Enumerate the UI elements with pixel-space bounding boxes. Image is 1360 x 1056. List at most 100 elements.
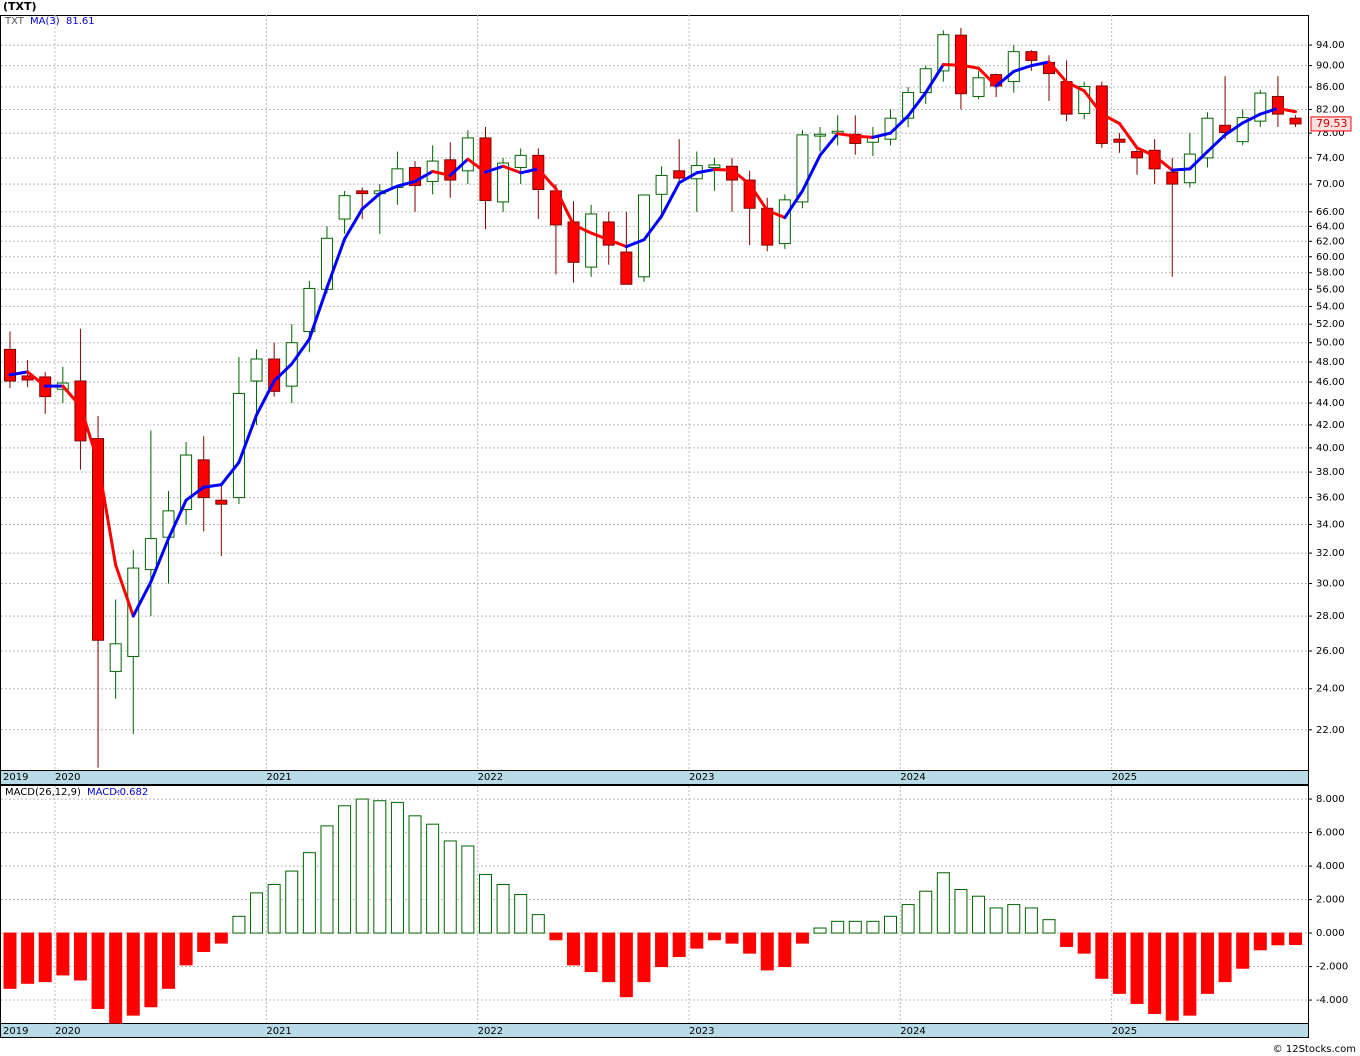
x-tick-label: 2022 xyxy=(478,1026,503,1037)
y-tick-label: 30.00 xyxy=(1316,579,1345,590)
macd-bar xyxy=(38,932,52,983)
candle-body xyxy=(972,77,985,97)
ma-line xyxy=(1223,121,1245,137)
ma-line xyxy=(572,223,593,235)
date-strip xyxy=(0,1023,1309,1038)
candle-body xyxy=(303,287,316,333)
ma-line xyxy=(1100,112,1121,126)
macd-bar xyxy=(1148,932,1162,1014)
macd-bar xyxy=(250,892,264,934)
candle-body xyxy=(585,213,598,268)
y-tick-label: 8.000 xyxy=(1316,794,1345,805)
ma-line xyxy=(959,63,981,70)
ma-line xyxy=(712,168,734,172)
candle-body xyxy=(655,174,668,195)
ma-line xyxy=(941,63,963,67)
y-tick-label: -2.000 xyxy=(1316,962,1348,973)
candle-body xyxy=(673,170,686,179)
macd-bar xyxy=(408,815,422,934)
ma-line xyxy=(800,153,822,193)
y-tick-label: 90.00 xyxy=(1316,61,1345,72)
ma-line xyxy=(466,157,487,174)
macd-bar xyxy=(302,852,316,934)
candle-body xyxy=(708,164,721,169)
ma-line xyxy=(219,460,241,487)
ma-line xyxy=(1117,122,1139,150)
last-price-label: 79.53 xyxy=(1316,117,1348,130)
y-tick-label: 44.00 xyxy=(1316,398,1345,409)
y-tick-label: 78.00 xyxy=(1316,128,1345,139)
macd-bar xyxy=(584,932,598,973)
ma-line xyxy=(1153,154,1174,172)
candle-body xyxy=(1113,138,1126,143)
macd-bar xyxy=(602,932,616,983)
candle-body xyxy=(144,538,157,571)
ma-line xyxy=(272,362,294,383)
macd-bar xyxy=(355,798,369,934)
y-tick-label: 2.000 xyxy=(1316,895,1345,906)
ma-line xyxy=(8,370,30,377)
ma-line xyxy=(1135,146,1157,158)
ma-line xyxy=(431,169,452,177)
ma-line xyxy=(166,498,188,541)
macd-bar xyxy=(919,890,933,934)
macd-bar xyxy=(778,932,792,968)
candle-body xyxy=(937,34,950,72)
ma-line xyxy=(483,164,505,174)
candle-body xyxy=(250,358,263,382)
y-tick-label: 94.00 xyxy=(1316,40,1345,51)
ma-line xyxy=(677,171,699,185)
candle-body xyxy=(902,92,915,119)
candle-body xyxy=(232,392,245,499)
macd-bar xyxy=(179,932,193,966)
candle-body xyxy=(849,133,862,144)
ma-line xyxy=(343,207,364,241)
candle-body xyxy=(180,454,193,511)
y-tick-label: 82.00 xyxy=(1316,104,1345,115)
date-strip xyxy=(0,770,1309,785)
ma-line xyxy=(131,580,153,618)
ma-line xyxy=(184,485,206,502)
ma-line xyxy=(765,208,787,220)
macd-bar xyxy=(443,840,457,934)
chart-title: (TXT) xyxy=(3,0,37,13)
ma-line xyxy=(1029,60,1051,68)
y-tick-label: 54.00 xyxy=(1316,301,1345,312)
y-tick-label: 24.00 xyxy=(1316,684,1345,695)
ma-line xyxy=(378,184,399,196)
ma-line xyxy=(1258,106,1280,116)
macd-bar xyxy=(496,883,510,934)
macd-bar xyxy=(21,932,35,984)
ma-line xyxy=(607,238,628,249)
ma-line xyxy=(202,483,223,489)
macd-bar xyxy=(725,932,739,944)
candle-body xyxy=(197,459,210,499)
macd-bar xyxy=(567,932,581,966)
ma-line xyxy=(818,132,840,157)
macd-bar xyxy=(390,801,404,934)
macd-bar xyxy=(1183,932,1197,1016)
y-tick-label: 22.00 xyxy=(1316,725,1345,736)
macd-bar xyxy=(936,872,950,934)
candle-body xyxy=(1166,171,1179,185)
macd-bar xyxy=(161,932,175,989)
macd-bar xyxy=(1218,932,1232,983)
y-tick-label: 6.000 xyxy=(1316,828,1345,839)
macd-bar xyxy=(478,873,492,934)
y-tick-label: 50.00 xyxy=(1316,338,1345,349)
macd-bar xyxy=(144,932,158,1008)
ma-line xyxy=(1241,112,1262,125)
y-tick-label: 38.00 xyxy=(1316,467,1345,478)
candle-body xyxy=(761,207,774,246)
macd-bar xyxy=(848,920,862,934)
ma-line xyxy=(871,131,892,139)
macd-bar xyxy=(197,932,211,952)
y-tick-label: 62.00 xyxy=(1316,236,1345,247)
macd-bar xyxy=(73,932,87,981)
candle-body xyxy=(620,251,633,285)
macd-bar xyxy=(760,932,774,971)
macd-bar xyxy=(267,883,281,934)
macd-bar xyxy=(1024,907,1038,934)
macd-readout-value: -0.682 xyxy=(116,787,148,798)
